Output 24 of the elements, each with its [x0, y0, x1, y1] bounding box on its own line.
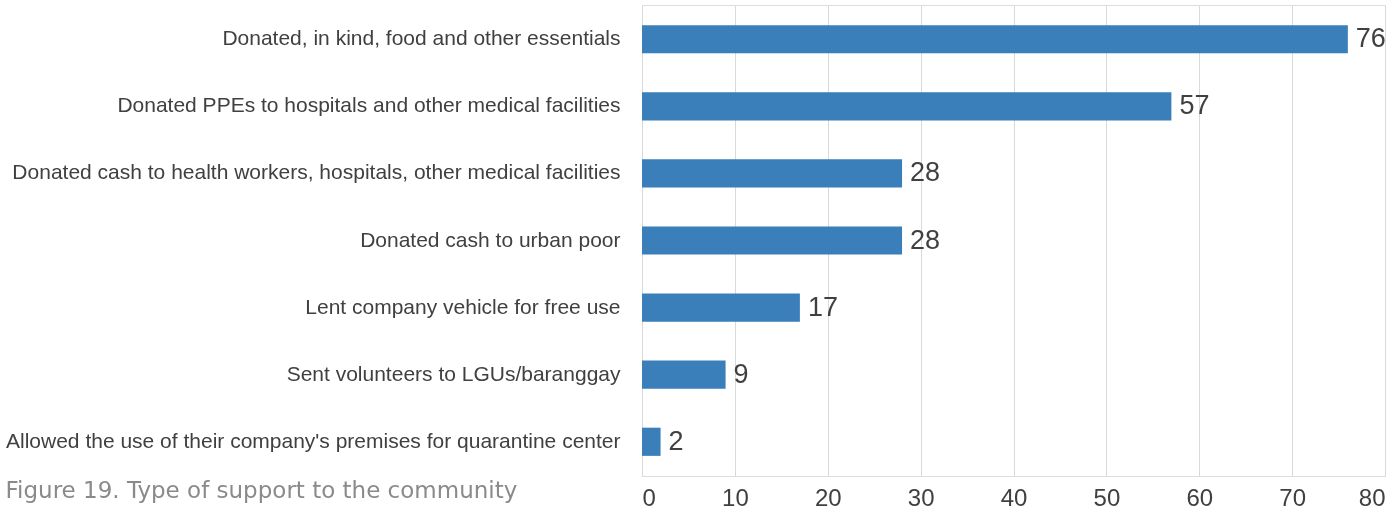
- x-tick-label: 10: [722, 483, 749, 511]
- y-tick-label: Allowed the use of their company's premises for quarantine center: [6, 428, 621, 452]
- x-tick-label: 70: [1279, 483, 1306, 511]
- x-tick-label: 0: [642, 483, 656, 511]
- x-tick-label: 50: [1093, 483, 1121, 511]
- y-tick-label: Donated cash to health workers, hospitals, other medical facilities: [12, 160, 621, 184]
- data-label: 57: [1179, 90, 1210, 121]
- x-tick-label: 20: [814, 483, 842, 511]
- y-tick-label: Donated cash to urban poor: [360, 227, 621, 251]
- caption: Figure 19. Type of support to the community: [5, 477, 518, 503]
- x-tick-label: 80: [1358, 483, 1386, 511]
- y-tick-label: Lent company vehicle for free use: [305, 294, 621, 318]
- x-tick-label: 30: [907, 483, 935, 511]
- x-tick-label: 40: [1000, 483, 1028, 511]
- data-label: 17: [807, 291, 838, 322]
- data-label: 28: [910, 157, 941, 188]
- y-tick-label: Donated PPEs to hospitals and other medical facilities: [117, 93, 621, 117]
- x-tick-label: 60: [1186, 483, 1214, 511]
- y-tick-label: Donated, in kind, food and other essentials: [222, 26, 621, 50]
- data-label: 28: [910, 224, 941, 255]
- data-label: 76: [1355, 23, 1386, 54]
- data-label: 9: [733, 358, 749, 389]
- y-tick-label: Sent volunteers to LGUs/baranggay: [286, 361, 621, 385]
- data-label: 2: [668, 425, 684, 456]
